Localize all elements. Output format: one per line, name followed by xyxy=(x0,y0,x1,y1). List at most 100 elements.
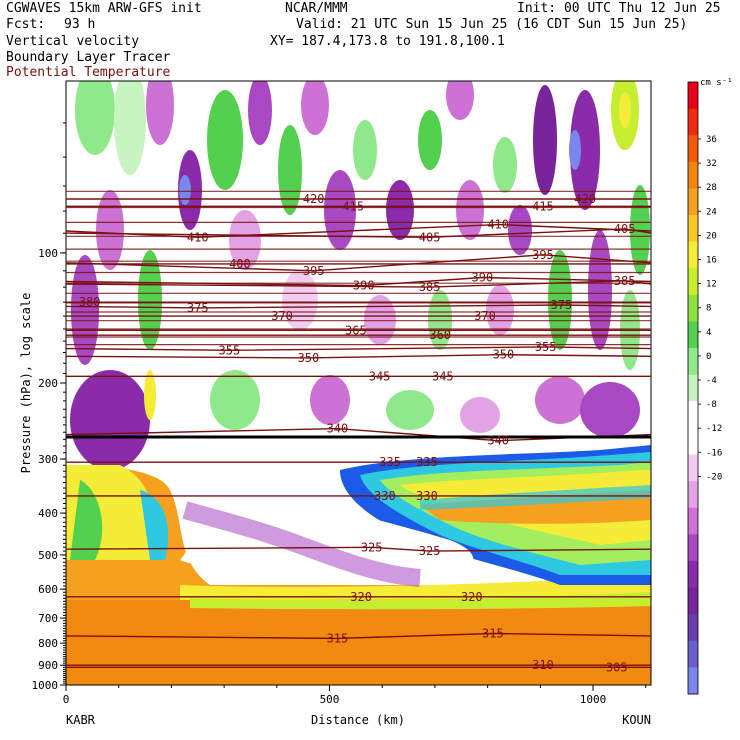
colorbar-swatch xyxy=(688,294,698,322)
colorbar-swatch xyxy=(688,667,698,695)
theta-contour-label: 365 xyxy=(345,323,367,337)
colorbar-swatch xyxy=(688,241,698,269)
colorbar-label: 0 xyxy=(706,352,711,362)
theta-contour-label: 405 xyxy=(614,222,636,236)
colorbar-swatch xyxy=(688,348,698,376)
upper-wave-field xyxy=(71,81,650,370)
theta-contour-label: 385 xyxy=(614,274,636,288)
valid-time: Valid: 21 UTC Sun 15 Jun 25 (16 CDT Sun … xyxy=(296,17,688,32)
y-axis-title: Pressure (hPa), log scale xyxy=(19,293,33,474)
theta-contour-label: 330 xyxy=(416,489,438,503)
theta-contour-label: 370 xyxy=(474,309,496,323)
theta-contour-label: 330 xyxy=(374,489,396,503)
colorbar-label: 12 xyxy=(706,280,717,290)
colorbar-swatch xyxy=(688,427,698,456)
left-station-label: KABR xyxy=(66,713,96,727)
y-tick-label: 900 xyxy=(38,659,58,672)
theta-contour-label: 405 xyxy=(419,230,441,244)
theta-contour-label: 340 xyxy=(327,422,349,436)
right-station-label: KOUN xyxy=(622,713,651,727)
colorbar-swatch xyxy=(688,507,698,535)
theta-contour-label: 345 xyxy=(432,369,454,383)
theta-contour-label: 355 xyxy=(535,340,557,354)
theta-contour-label: 410 xyxy=(187,230,209,244)
colorbar-swatch xyxy=(688,161,698,189)
colorbar: cm s⁻¹ 36 32 28 24 20 16 12 8 4 0 -4 -8 -12 -16 -20 xyxy=(687,78,733,695)
theta-contour-label: 390 xyxy=(353,279,375,293)
theta-contours xyxy=(66,190,651,668)
cross-section-endpoints: XY= 187.4,173.8 to 191.8,100.1 xyxy=(270,34,505,49)
x-tick-label: 1000 xyxy=(580,693,607,706)
theta-contour-label: 305 xyxy=(606,660,628,674)
colorbar-swatch xyxy=(688,188,698,216)
theta-contour-label: 315 xyxy=(327,631,349,645)
colorbar-units: cm s⁻¹ xyxy=(700,78,733,88)
theta-contour-label: 310 xyxy=(532,658,554,672)
theta-contour-label: 415 xyxy=(342,199,364,213)
colorbar-frame xyxy=(687,81,699,695)
colorbar-swatch xyxy=(688,268,698,296)
theta-contour-line xyxy=(66,254,651,272)
colorbar-swatch xyxy=(688,560,698,589)
theta-contour-label: 340 xyxy=(487,434,509,448)
colorbar-swatch xyxy=(688,640,698,668)
x-tick-label: 0 xyxy=(63,693,70,706)
y-tick-label: 100 xyxy=(38,247,58,260)
colorbar-swatch xyxy=(688,108,698,136)
theta-contour-label: 395 xyxy=(532,248,554,262)
forecast-label: Fcst: xyxy=(6,17,46,32)
colorbar-label: -4 xyxy=(706,376,717,386)
colorbar-label: 32 xyxy=(706,159,717,169)
theta-contour-label: 325 xyxy=(361,540,383,554)
y-tick-label: 300 xyxy=(38,453,58,466)
colorbar-label: 36 xyxy=(706,135,717,145)
colorbar-swatch xyxy=(688,587,698,615)
colorbar-swatch xyxy=(688,135,698,163)
theta-contour-line xyxy=(66,304,651,309)
y-tick-label: 1000 xyxy=(32,679,59,692)
x-axis: 0 500 1000 xyxy=(63,685,647,706)
theta-contour-label: 315 xyxy=(482,627,504,641)
theta-contour-label: 375 xyxy=(187,301,209,315)
theta-contour-label: 350 xyxy=(298,351,320,365)
theta-contour-label: 400 xyxy=(229,257,251,271)
theta-contour-label: 395 xyxy=(303,264,325,278)
theta-contour-line xyxy=(66,632,651,640)
theta-contour-label: 420 xyxy=(303,192,325,206)
y-tick-label: 700 xyxy=(38,612,58,625)
theta-contour-line xyxy=(66,280,651,288)
theta-contour-label: 370 xyxy=(271,309,293,323)
colorbar-label: 28 xyxy=(706,183,717,193)
theta-contour-label: 345 xyxy=(369,369,391,383)
init-time: Init: 00 UTC Thu 12 Jun 25 xyxy=(517,1,721,16)
colorbar-swatch xyxy=(688,215,698,243)
colorbar-swatch xyxy=(688,82,698,110)
y-axis: 100 200 300 400 500 600 700 800 900 1000 xyxy=(32,122,66,692)
colorbar-label: -20 xyxy=(706,472,722,482)
model-title: CGWAVES 15km ARW-GFS init xyxy=(6,1,202,16)
colorbar-swatch xyxy=(688,374,698,402)
y-tick-label: 800 xyxy=(38,637,58,650)
x-axis-title: Distance (km) xyxy=(311,713,405,727)
theta-contour-label: 325 xyxy=(419,544,441,558)
theta-contour-label: 420 xyxy=(574,192,596,206)
colorbar-label: 4 xyxy=(706,328,711,338)
theta-contour-label: 360 xyxy=(429,328,451,342)
theta-contour-line xyxy=(66,546,651,552)
field-name: Vertical velocity xyxy=(6,34,140,49)
theta-contour-label: 390 xyxy=(472,271,494,285)
x-tick-label: 500 xyxy=(320,693,340,706)
theta-contour-label: 350 xyxy=(493,348,515,362)
y-tick-label: 500 xyxy=(38,549,58,562)
colorbar-label: 24 xyxy=(706,207,717,217)
theta-contour-label: 410 xyxy=(487,218,509,232)
theta-contour-line xyxy=(66,223,651,239)
center-label: NCAR/MMM xyxy=(285,1,348,16)
colorbar-swatch xyxy=(688,534,698,562)
colorbar-label: 8 xyxy=(706,304,711,314)
contour-field-name: Potential Temperature xyxy=(6,65,171,80)
y-tick-label: 200 xyxy=(38,377,58,390)
theta-contour-label: 320 xyxy=(461,590,483,604)
theta-contour-label: 355 xyxy=(219,343,241,357)
